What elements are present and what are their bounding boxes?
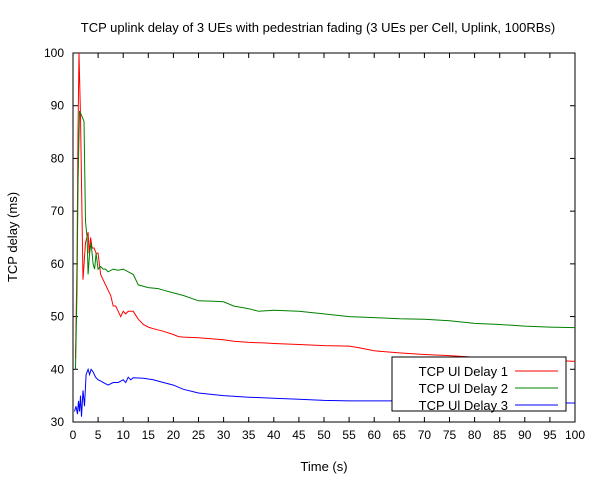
chart-title: TCP uplink delay of 3 UEs with pedestria… <box>81 20 555 35</box>
x-tick-label: 30 <box>217 428 231 442</box>
x-tick-label: 0 <box>70 428 77 442</box>
x-tick-label: 25 <box>192 428 206 442</box>
x-tick-label: 95 <box>543 428 557 442</box>
y-tick-label: 40 <box>51 362 65 376</box>
x-tick-label: 20 <box>167 428 181 442</box>
x-tick-label: 65 <box>393 428 407 442</box>
series-line-2 <box>75 110 576 370</box>
x-tick-label: 40 <box>267 428 281 442</box>
x-axis-label: Time (s) <box>300 459 347 474</box>
legend-label-2: TCP Ul Delay 2 <box>419 381 508 396</box>
legend: TCP Ul Delay 1 TCP Ul Delay 2 TCP Ul Delay… <box>391 356 567 413</box>
x-tick-label: 70 <box>418 428 432 442</box>
x-tick-label: 10 <box>117 428 131 442</box>
legend-label-1: TCP Ul Delay 1 <box>419 364 508 379</box>
x-tick-label: 90 <box>518 428 532 442</box>
x-tick-label: 60 <box>368 428 382 442</box>
x-tick-label: 55 <box>342 428 356 442</box>
x-tick-label: 15 <box>142 428 156 442</box>
x-tick-label: 75 <box>443 428 457 442</box>
legend-box <box>391 356 567 412</box>
series-lines <box>74 52 576 417</box>
x-tick-label: 50 <box>317 428 331 442</box>
y-tick-label: 100 <box>44 46 64 60</box>
x-tick-label: 85 <box>493 428 507 442</box>
y-axis-ticks: 30 40 50 60 70 80 90 100 <box>44 46 575 429</box>
y-tick-label: 90 <box>51 99 65 113</box>
series-line-1 <box>75 52 576 362</box>
series-line-3 <box>74 367 575 417</box>
y-axis-label: TCP delay (ms) <box>5 192 20 282</box>
x-tick-label: 80 <box>468 428 482 442</box>
y-tick-label: 50 <box>51 310 65 324</box>
x-tick-label: 5 <box>95 428 102 442</box>
y-tick-label: 60 <box>51 257 65 271</box>
y-tick-label: 30 <box>51 415 65 429</box>
legend-label-3: TCP Ul Delay 3 <box>419 398 508 413</box>
x-tick-label: 35 <box>242 428 256 442</box>
x-axis-ticks: 0 5 10 15 20 25 30 35 40 45 50 55 60 65 70 75 80 85 90 95 10… <box>70 53 585 442</box>
x-tick-label: 45 <box>292 428 306 442</box>
y-tick-label: 70 <box>51 204 65 218</box>
y-tick-label: 80 <box>51 151 65 165</box>
x-tick-label: 100 <box>565 428 585 442</box>
